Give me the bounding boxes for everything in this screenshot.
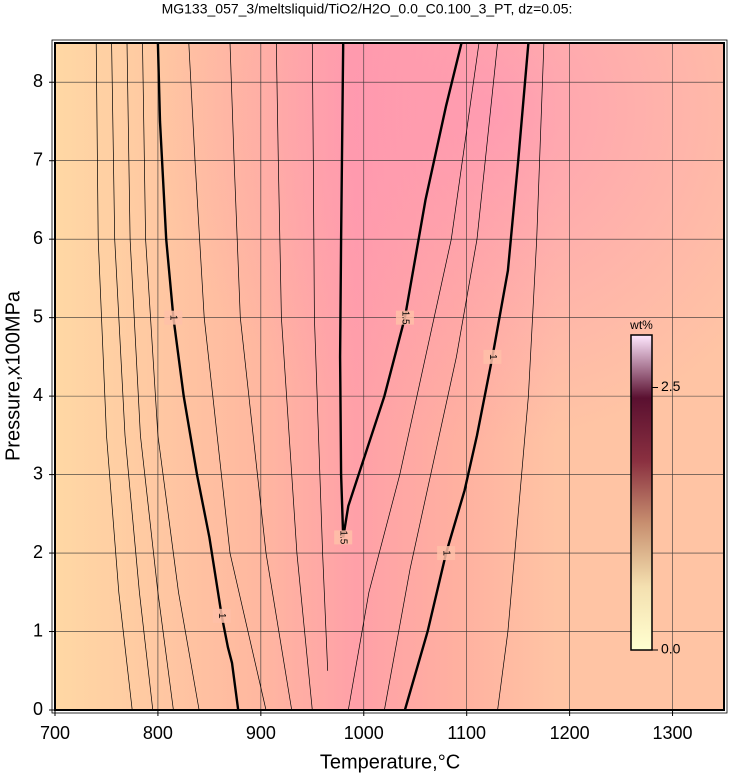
- x-tick-label: 1300: [653, 723, 693, 743]
- y-tick-label: 5: [33, 306, 43, 326]
- y-tick-label: 2: [33, 542, 43, 562]
- x-tick-label: 1000: [344, 723, 384, 743]
- contour-line: [156, 42, 240, 711]
- x-tick-label: 1200: [550, 723, 590, 743]
- y-tick-label: 6: [33, 228, 43, 248]
- contour-label-bg: [437, 546, 456, 561]
- contour-line: [229, 42, 293, 711]
- colorbar-tick-label: 0.0: [661, 641, 681, 657]
- y-axis-label: Pressure,x100MPa: [2, 290, 24, 461]
- contour-line: [126, 42, 174, 711]
- chart-title: MG133_057_3/meltsliquid/TiO2/H2O_0.0_C0.…: [162, 1, 573, 17]
- y-tick-label: 4: [33, 385, 43, 405]
- contour-line: [142, 42, 200, 711]
- contour-label: 1.5: [399, 311, 410, 325]
- x-tick-label: 900: [246, 723, 276, 743]
- colorbar-tick-label: 2.5: [661, 378, 681, 394]
- contour-line: [338, 42, 463, 538]
- contour-line: [403, 42, 530, 711]
- contour-line: [95, 42, 133, 711]
- y-tick-label: 1: [33, 620, 43, 640]
- contour-label: 1.5: [338, 530, 349, 544]
- y-tick-label: 0: [33, 699, 43, 719]
- y-tick-label: 7: [33, 149, 43, 169]
- contour-label-bg: [164, 310, 183, 325]
- contour-label-bg: [483, 349, 502, 364]
- x-tick-label: 1100: [447, 723, 486, 743]
- contour-label-bg: [334, 530, 353, 545]
- x-axis-label: Temperature,°C: [320, 751, 460, 773]
- plot-frame-outer: [51, 39, 728, 714]
- contour-line: [188, 42, 267, 711]
- contour-line: [347, 42, 480, 711]
- x-tick-label: 800: [143, 723, 173, 743]
- contour-label: 1: [440, 550, 451, 556]
- x-tick-label: 700: [40, 723, 70, 743]
- contour-label: 1: [487, 354, 498, 360]
- contour-label: 1: [168, 315, 179, 321]
- contour-line: [497, 42, 545, 711]
- contour-line: [111, 42, 154, 711]
- y-tick-label: 3: [33, 463, 43, 483]
- contour-label-bg: [212, 608, 231, 623]
- colorbar-label: wt%: [629, 318, 653, 332]
- contour-label: 1: [216, 613, 227, 619]
- colorbar: [630, 334, 653, 651]
- contour-line: [311, 42, 329, 671]
- contour-line: [384, 42, 498, 711]
- contour-label-bg: [395, 310, 414, 325]
- contour-line: [275, 42, 313, 711]
- plot-frame: [54, 42, 725, 711]
- y-tick-label: 8: [33, 71, 43, 91]
